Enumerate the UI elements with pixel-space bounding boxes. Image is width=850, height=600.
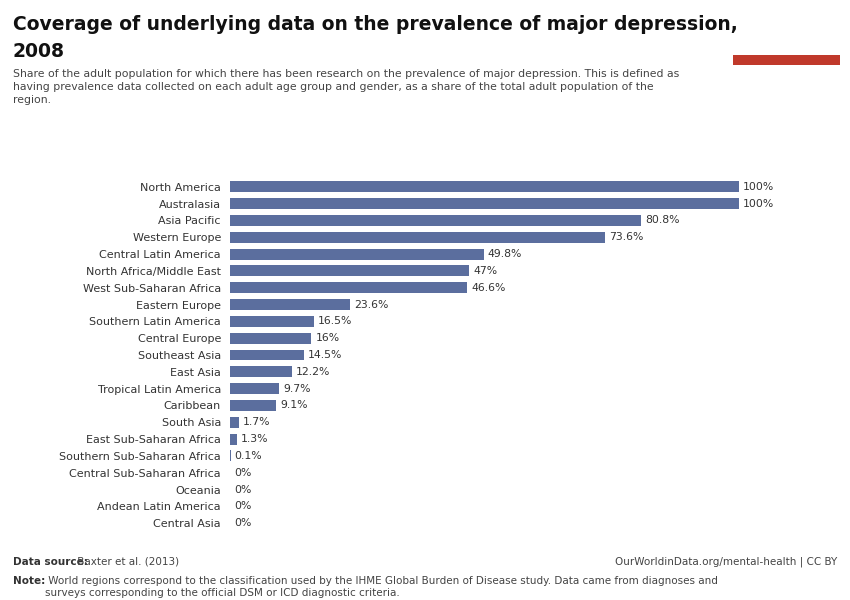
Text: 0%: 0% [234, 485, 252, 494]
Text: Coverage of underlying data on the prevalence of major depression,: Coverage of underlying data on the preva… [13, 15, 738, 34]
Text: 73.6%: 73.6% [609, 232, 643, 242]
Text: World regions correspond to the classification used by the IHME Global Burden of: World regions correspond to the classifi… [45, 576, 718, 598]
Bar [230, 367, 292, 377]
Bar [230, 282, 468, 293]
Bar [230, 417, 239, 428]
Text: 0%: 0% [234, 468, 252, 478]
Bar [230, 198, 740, 209]
Text: 100%: 100% [743, 199, 774, 209]
Text: 100%: 100% [743, 182, 774, 192]
Text: 46.6%: 46.6% [471, 283, 506, 293]
Bar [230, 181, 740, 192]
Bar [230, 248, 484, 260]
Text: 16%: 16% [315, 333, 340, 343]
Bar [230, 434, 236, 445]
Bar [230, 400, 276, 411]
Bar [230, 299, 350, 310]
Text: 1.3%: 1.3% [241, 434, 269, 444]
Text: 23.6%: 23.6% [354, 299, 388, 310]
Text: OurWorldinData.org/mental-health | CC BY: OurWorldinData.org/mental-health | CC BY [615, 557, 837, 568]
Text: 80.8%: 80.8% [645, 215, 680, 226]
Text: 16.5%: 16.5% [318, 316, 353, 326]
Text: Note:: Note: [13, 576, 45, 586]
Text: 49.8%: 49.8% [488, 249, 522, 259]
Text: 0%: 0% [234, 502, 252, 511]
Text: 9.7%: 9.7% [283, 383, 311, 394]
Text: 1.7%: 1.7% [243, 417, 270, 427]
Text: 9.1%: 9.1% [280, 400, 308, 410]
Text: 14.5%: 14.5% [308, 350, 343, 360]
Text: 47%: 47% [473, 266, 497, 276]
Bar [230, 383, 280, 394]
Text: in Data: in Data [764, 34, 809, 44]
FancyBboxPatch shape [733, 55, 840, 65]
Text: 0.1%: 0.1% [235, 451, 262, 461]
Text: Our World: Our World [755, 18, 818, 28]
Bar [230, 215, 642, 226]
Bar [230, 316, 314, 327]
Text: Baxter et al. (2013): Baxter et al. (2013) [74, 557, 179, 567]
Bar [230, 232, 604, 243]
Text: Share of the adult population for which there has been research on the prevalenc: Share of the adult population for which … [13, 69, 679, 106]
Text: 12.2%: 12.2% [296, 367, 331, 377]
Text: 0%: 0% [234, 518, 252, 528]
Bar [230, 265, 469, 277]
Text: Data source:: Data source: [13, 557, 88, 567]
Bar [230, 333, 311, 344]
Bar [230, 350, 303, 361]
Text: 2008: 2008 [13, 42, 65, 61]
